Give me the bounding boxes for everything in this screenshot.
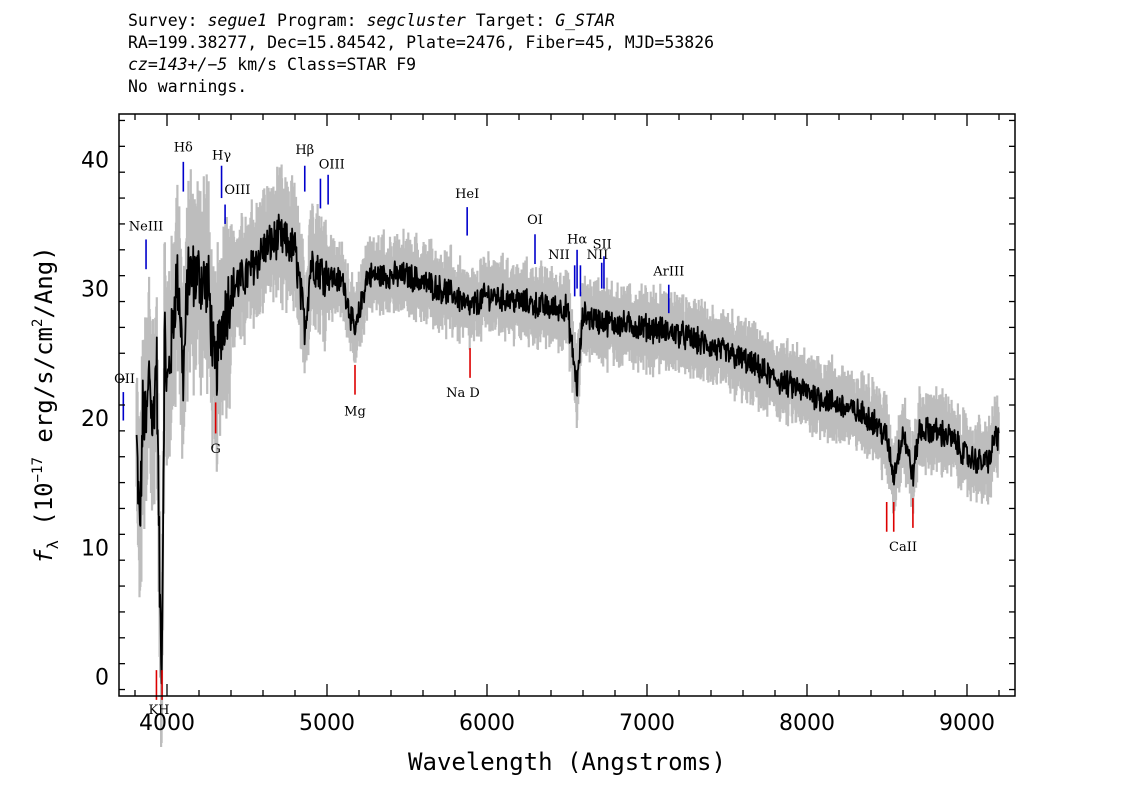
y-axis-f: f xyxy=(30,549,58,564)
class-value: km/s Class=STAR F9 xyxy=(227,55,417,74)
x-tick-label-4: 8000 xyxy=(779,711,835,736)
y-axis-post: /Ang) xyxy=(30,246,58,318)
y-tick-label-1: 10 xyxy=(81,536,109,561)
program-label: Program: xyxy=(267,11,367,30)
survey-label: Survey: xyxy=(128,11,208,30)
axis-ticks xyxy=(119,114,1015,696)
emission-line-label-5: Hβ xyxy=(295,143,314,158)
emission-line-label-9: OI xyxy=(527,213,543,228)
kh-line-label: KH xyxy=(148,703,169,718)
emission-line-label-6: OIII xyxy=(319,157,345,172)
absorption-line-label-3: Mg xyxy=(344,404,366,419)
x-tick-label-0: 4000 xyxy=(139,711,195,736)
y-tick-label-4: 40 xyxy=(81,148,109,173)
survey-value: segue1 xyxy=(207,11,268,30)
x-tick-label-2: 6000 xyxy=(459,711,515,736)
header-line-redshift: cz=143+/−5 km/s Class=STAR F9 xyxy=(128,54,714,76)
emission-line-label-3: Hγ xyxy=(212,148,231,163)
emission-line-label-8: HeI xyxy=(455,187,479,202)
spectral-lines-layer: NeIIIOIIHδHγOIIIHβOIIIHeIOINIIHαNIISIIAr… xyxy=(114,141,917,719)
y-tick-label-2: 20 xyxy=(81,407,109,432)
y-axis-pre: (10 xyxy=(30,482,58,540)
target-value: G_STAR xyxy=(555,11,615,30)
x-tick-label-3: 7000 xyxy=(619,711,675,736)
absorption-line-label-4: Na D xyxy=(446,386,480,401)
axis-tick-labels: 4000 5000 6000 7000 8000 9000 0 10 20 30 40 xyxy=(81,148,995,736)
y-axis-title: fλ (10−17 erg/s/cm2/Ang) xyxy=(30,246,62,563)
y-tick-label-3: 30 xyxy=(81,278,109,303)
absorption-line-label-2: G xyxy=(210,442,220,457)
y-axis-exp17: −17 xyxy=(30,457,46,482)
emission-line-label-0: NeIII xyxy=(129,219,163,234)
emission-line-label-2: Hδ xyxy=(174,141,193,156)
header-line-warnings: No warnings. xyxy=(128,77,248,96)
y-axis-mid: erg/s/cm xyxy=(30,327,58,457)
x-tick-label-1: 5000 xyxy=(299,711,355,736)
emission-line-label-14: SII xyxy=(593,238,612,253)
header-line-coordinates: RA=199.38277, Dec=15.84542, Plate=2476, … xyxy=(128,33,715,52)
y-tick-label-0: 0 xyxy=(95,666,109,691)
emission-line-label-4: OIII xyxy=(224,183,250,198)
header-line-survey: Survey: segue1 Program: segcluster Targe… xyxy=(128,10,714,32)
emission-line-label-13: NII xyxy=(587,248,609,263)
emission-line-label-10: NII xyxy=(548,248,570,263)
spectrum-header: Survey: segue1 Program: segcluster Targe… xyxy=(128,10,714,98)
y-axis-exp2: 2 xyxy=(30,319,46,327)
flux-series-line xyxy=(135,213,1000,685)
y-axis-lambda: λ xyxy=(44,540,62,549)
absorption-line-label-6: CaII xyxy=(889,540,917,555)
emission-line-label-11: Hα xyxy=(567,232,587,247)
redshift-value: cz=143+/−5 xyxy=(128,55,228,74)
program-value: segcluster xyxy=(366,11,466,30)
emission-line-label-15: ArIII xyxy=(652,265,684,280)
x-axis-title: Wavelength (Angstroms) xyxy=(408,748,726,776)
x-tick-label-5: 9000 xyxy=(939,711,995,736)
flux-layer xyxy=(135,213,1000,685)
target-label: Target: xyxy=(465,11,556,30)
